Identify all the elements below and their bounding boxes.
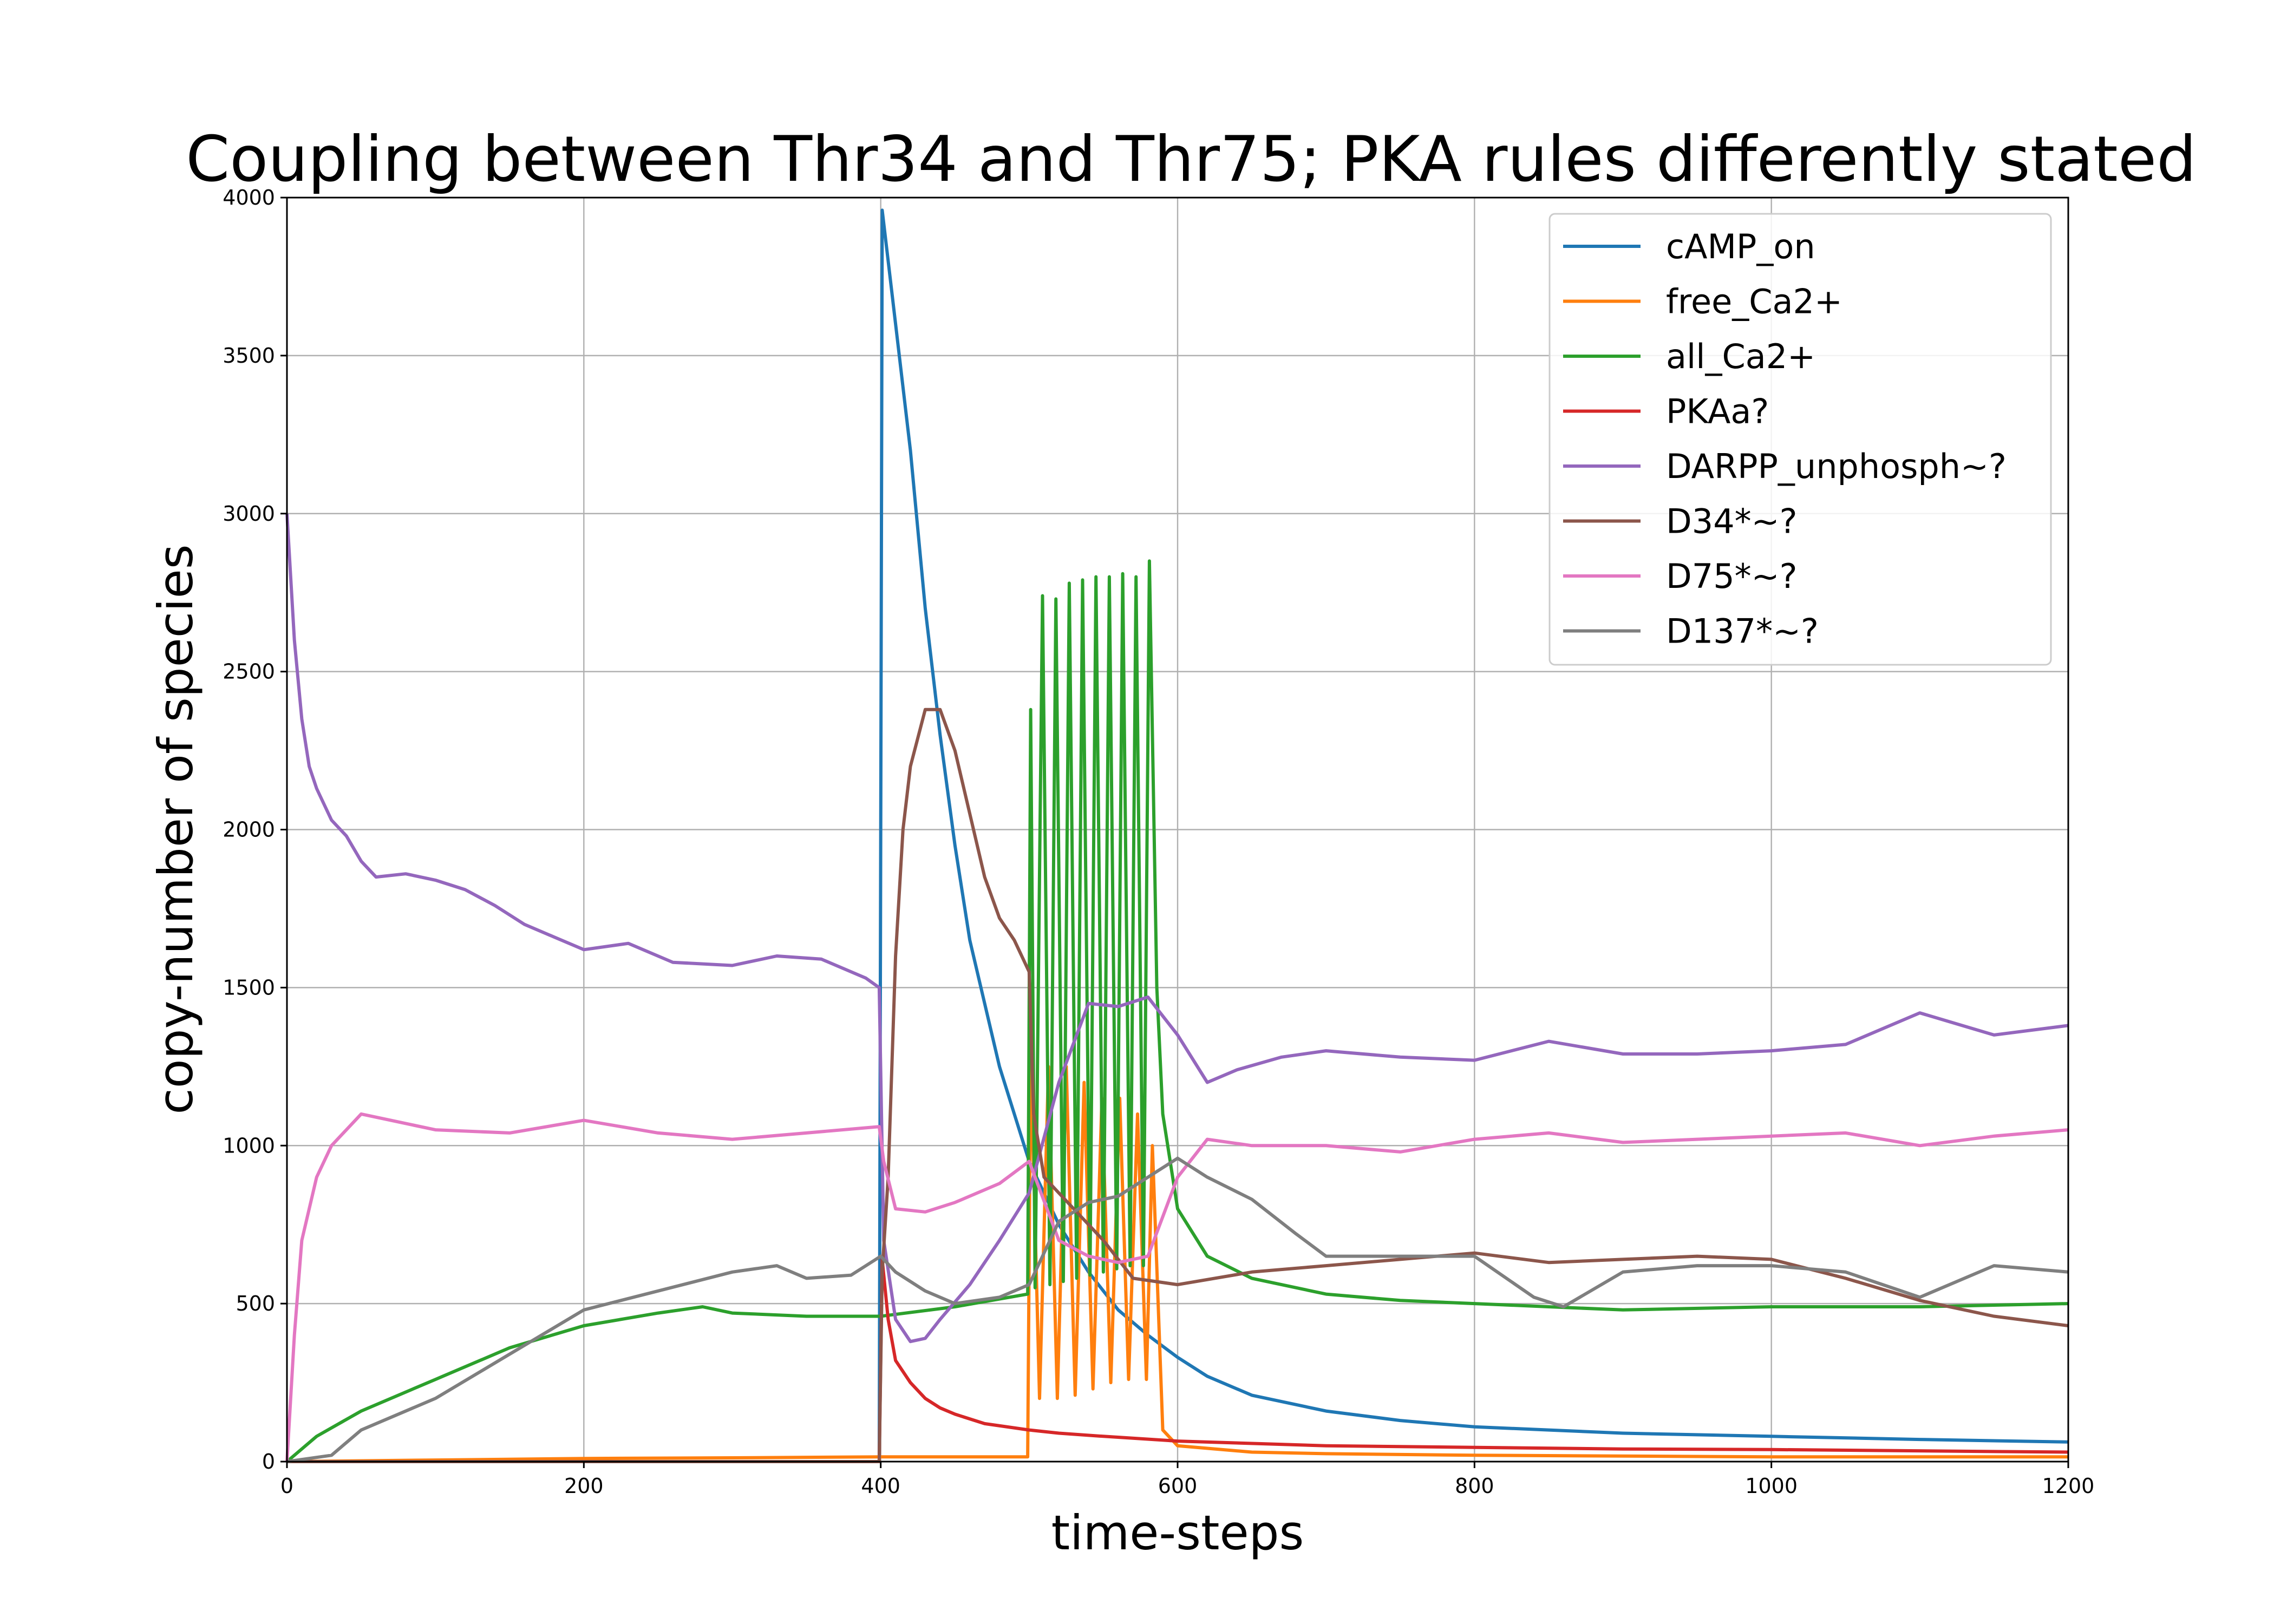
legend-label: D137*~? bbox=[1666, 612, 1819, 651]
series-line-free-ca2 bbox=[286, 1049, 2068, 1463]
series-line-d137 bbox=[286, 1156, 2069, 1463]
x-tick-label: 600 bbox=[1158, 1474, 1198, 1498]
chart-title: Coupling between Thr34 and Thr75; PKA ru… bbox=[186, 123, 2197, 196]
legend-label: all_Ca2+ bbox=[1666, 337, 1815, 376]
legend: cAMP_on free_Ca2+ all_Ca2+ PKAa? DARPP_unpho… bbox=[1548, 213, 2052, 666]
y-tick-label: 2500 bbox=[223, 660, 275, 684]
y-tick-label: 3000 bbox=[223, 502, 275, 526]
y-tick-label: 500 bbox=[236, 1292, 275, 1315]
legend-label: PKAa? bbox=[1666, 392, 1769, 431]
y-tick-label: 0 bbox=[262, 1450, 275, 1474]
series-line-d75 bbox=[285, 1112, 2069, 1462]
y-tick-label: 4000 bbox=[223, 186, 275, 209]
legend-label: DARPP_unphosph~? bbox=[1666, 447, 2007, 486]
series-line-darpp-unphosph bbox=[285, 513, 2069, 1344]
x-tick-label: 400 bbox=[861, 1474, 900, 1498]
legend-label: D34*~? bbox=[1666, 502, 1798, 541]
series-lines bbox=[285, 208, 2069, 1463]
x-tick-label: 1000 bbox=[1745, 1474, 1798, 1498]
series-line-pkaa bbox=[287, 1258, 2069, 1463]
axis-ticks: 0 200 400 600 800 1000 1200 0 500 1000 1500 2000 250… bbox=[223, 186, 2094, 1498]
x-tick-label: 800 bbox=[1455, 1474, 1494, 1498]
legend-label: free_Ca2+ bbox=[1666, 282, 1842, 322]
legend-label: D75*~? bbox=[1666, 556, 1798, 596]
x-tick-label: 0 bbox=[280, 1474, 293, 1498]
series-line-d34 bbox=[287, 708, 2069, 1463]
y-axis-label: copy-number of species bbox=[148, 544, 204, 1114]
x-tick-label: 1200 bbox=[2042, 1474, 2095, 1498]
y-tick-label: 2000 bbox=[223, 818, 275, 842]
y-tick-label: 3500 bbox=[223, 344, 275, 368]
x-tick-label: 200 bbox=[564, 1474, 604, 1498]
y-tick-label: 1500 bbox=[223, 975, 275, 999]
y-tick-label: 1000 bbox=[223, 1134, 275, 1157]
legend-box bbox=[1548, 213, 2052, 666]
x-axis-label: time-steps bbox=[1051, 1505, 1304, 1561]
legend-label: cAMP_on bbox=[1666, 227, 1815, 266]
series-line-all-ca2 bbox=[286, 559, 2069, 1463]
